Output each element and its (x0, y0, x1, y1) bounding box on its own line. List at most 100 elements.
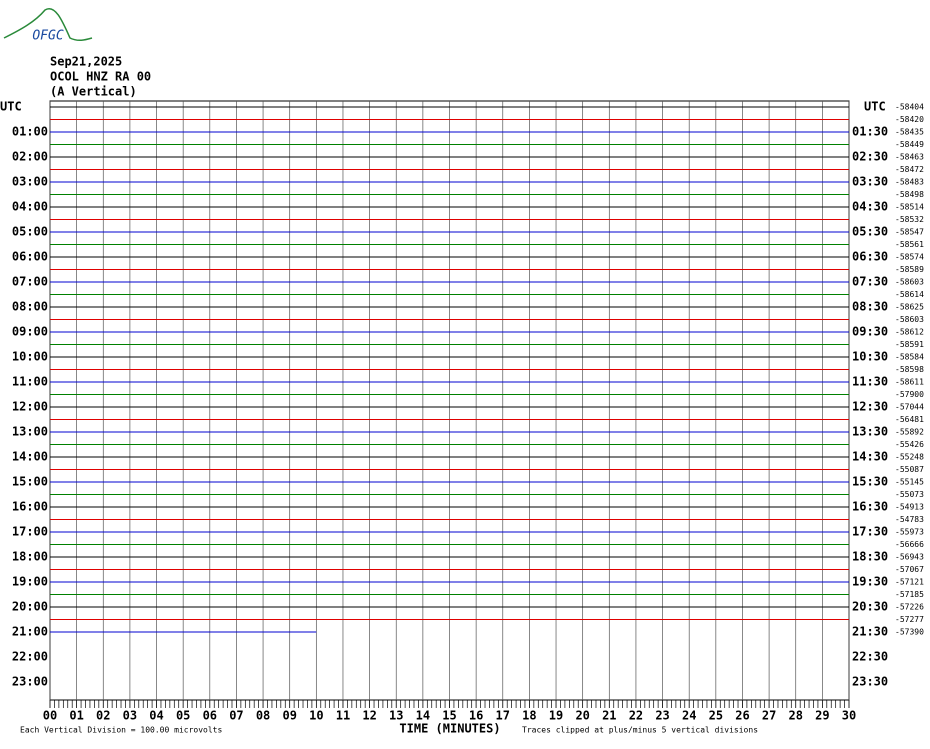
left-hour-label: 17:00 (12, 525, 48, 539)
trace-value: -58614 (895, 290, 924, 299)
x-tick-label: 02 (96, 709, 110, 723)
trace-value: -58547 (895, 228, 924, 237)
right-hour-label: 09:30 (852, 325, 888, 339)
trace-value: -58404 (895, 103, 924, 112)
date: Sep21,2025 (50, 55, 122, 69)
trace-value: -58435 (895, 128, 924, 137)
right-hour-label: 21:30 (852, 625, 888, 639)
right-hour-label: 04:30 (852, 200, 888, 214)
trace-value: -58472 (895, 165, 924, 174)
left-hour-label: 01:00 (12, 125, 48, 139)
left-hour-label: 22:00 (12, 650, 48, 664)
trace-value: -54783 (895, 515, 924, 524)
trace-value: -58589 (895, 265, 924, 274)
logo: OFGC (32, 29, 63, 44)
right-hour-label: 12:30 (852, 400, 888, 414)
x-tick-label: 18 (522, 709, 536, 723)
x-tick-label: 26 (735, 709, 749, 723)
left-hour-label: 07:00 (12, 275, 48, 289)
x-tick-label: 27 (762, 709, 776, 723)
trace-value: -57390 (895, 628, 924, 637)
x-tick-label: 11 (336, 709, 350, 723)
scale-note: Each Vertical Division = 100.00 microvol… (20, 726, 222, 735)
trace-value: -58611 (895, 378, 924, 387)
x-tick-label: 10 (309, 709, 323, 723)
trace-value: -57900 (895, 390, 924, 399)
right-hour-label: 16:30 (852, 500, 888, 514)
x-tick-label: 04 (149, 709, 163, 723)
x-tick-label: 06 (203, 709, 217, 723)
trace-value: -55145 (895, 478, 924, 487)
right-hour-label: 18:30 (852, 550, 888, 564)
station: OCOL HNZ RA 00 (50, 70, 151, 84)
x-tick-label: 05 (176, 709, 190, 723)
right-hour-label: 02:30 (852, 150, 888, 164)
x-tick-label: 13 (389, 709, 403, 723)
right-hour-label: 19:30 (852, 575, 888, 589)
left-hour-label: 02:00 (12, 150, 48, 164)
trace-value: -58449 (895, 140, 924, 149)
right-hour-label: 13:30 (852, 425, 888, 439)
left-hour-label: 03:00 (12, 175, 48, 189)
logo-swoosh (3, 8, 93, 42)
right-hour-label: 22:30 (852, 650, 888, 664)
left-hour-label: 11:00 (12, 375, 48, 389)
left-axis-title: UTC (0, 100, 22, 114)
trace-value: -56481 (895, 415, 924, 424)
right-hour-label: 08:30 (852, 300, 888, 314)
left-hour-label: 06:00 (12, 250, 48, 264)
right-hour-label: 17:30 (852, 525, 888, 539)
left-hour-label: 14:00 (12, 450, 48, 464)
trace-value: -56666 (895, 540, 924, 549)
x-tick-label: 12 (362, 709, 376, 723)
left-hour-label: 19:00 (12, 575, 48, 589)
trace-value: -58483 (895, 178, 924, 187)
x-tick-label: 30 (842, 709, 856, 723)
right-hour-label: 05:30 (852, 225, 888, 239)
trace-value: -55073 (895, 490, 924, 499)
right-hour-label: 01:30 (852, 125, 888, 139)
x-tick-label: 07 (229, 709, 243, 723)
trace-value: -57067 (895, 565, 924, 574)
right-hour-label: 10:30 (852, 350, 888, 364)
trace-value: -58598 (895, 365, 924, 374)
left-hour-label: 21:00 (12, 625, 48, 639)
trace-value: -58532 (895, 215, 924, 224)
trace-value: -58603 (895, 278, 924, 287)
right-hour-label: 03:30 (852, 175, 888, 189)
trace-value: -54913 (895, 503, 924, 512)
left-hour-label: 04:00 (12, 200, 48, 214)
right-hour-label: 20:30 (852, 600, 888, 614)
x-tick-label: 22 (629, 709, 643, 723)
trace-value: -58463 (895, 153, 924, 162)
trace-value: -57185 (895, 590, 924, 599)
x-tick-label: 03 (123, 709, 137, 723)
x-tick-label: 00 (43, 709, 57, 723)
trace-value: -58514 (895, 203, 924, 212)
x-tick-label: 09 (282, 709, 296, 723)
left-hour-label: 05:00 (12, 225, 48, 239)
trace-value: -58584 (895, 353, 924, 362)
trace-value: -58561 (895, 240, 924, 249)
x-tick-label: 17 (496, 709, 510, 723)
right-hour-label: 06:30 (852, 250, 888, 264)
left-hour-label: 12:00 (12, 400, 48, 414)
trace-value: -58612 (895, 328, 924, 337)
x-tick-label: 08 (256, 709, 270, 723)
trace-value: -55248 (895, 453, 924, 462)
left-hour-label: 18:00 (12, 550, 48, 564)
right-hour-label: 15:30 (852, 475, 888, 489)
x-tick-label: 16 (469, 709, 483, 723)
x-tick-label: 25 (709, 709, 723, 723)
right-hour-label: 11:30 (852, 375, 888, 389)
right-axis-title: UTC (864, 100, 886, 114)
x-tick-label: 15 (442, 709, 456, 723)
left-hour-label: 10:00 (12, 350, 48, 364)
right-hour-label: 23:30 (852, 675, 888, 689)
left-hour-label: 09:00 (12, 325, 48, 339)
trace-value: -57121 (895, 578, 924, 587)
x-axis-title: TIME (MINUTES) (399, 722, 500, 736)
trace-value: -58625 (895, 303, 924, 312)
trace-value: -58498 (895, 190, 924, 199)
